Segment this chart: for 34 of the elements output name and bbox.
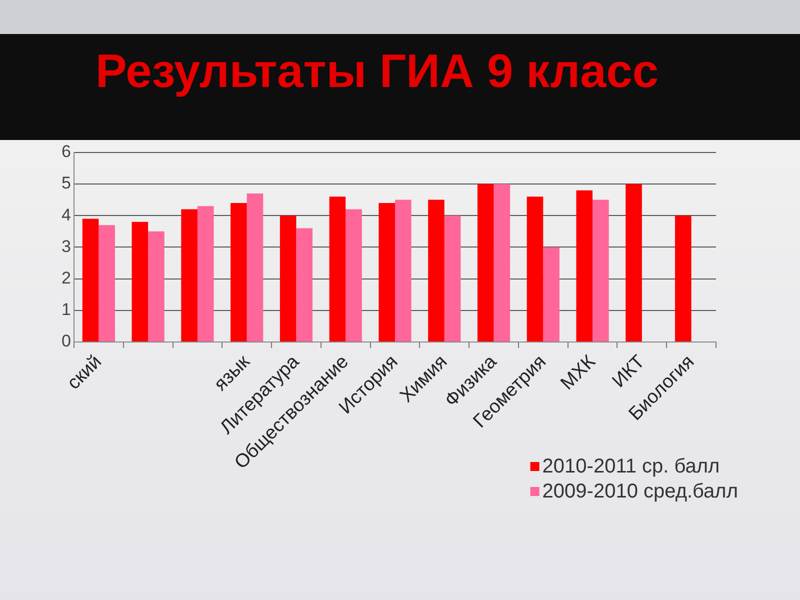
bar [82,218,99,342]
bar [626,184,642,342]
bar [428,200,444,342]
bar [675,216,692,342]
bar [592,200,609,342]
bar [148,231,164,342]
legend-label: 2009-2010 сред.балл [542,480,738,503]
y-tick-label: 0 [62,332,71,351]
y-tick-label: 3 [62,236,71,256]
bar [280,216,296,342]
y-tick-label: 1 [62,300,71,320]
y-tick-label: 5 [62,174,71,193]
bar [477,184,494,342]
y-tick-label: 4 [62,205,71,224]
bar [378,202,395,342]
bar [98,225,115,342]
chart-title: Результаты ГИА 9 класс [95,44,659,98]
bar [543,247,560,342]
legend-label: 2010-2011 ср. балл [542,456,720,478]
bar [197,206,214,342]
bar [346,209,362,342]
bar [230,202,247,342]
bar [246,193,264,342]
y-tick-label: 2 [62,268,71,288]
bar [444,216,461,342]
bar [576,190,593,342]
bar [526,196,544,342]
bar [296,228,313,342]
bar [132,222,148,342]
bar [494,184,510,342]
bar [395,200,412,342]
bar [329,196,346,342]
bar [181,209,198,342]
y-tick-label: 6 [62,142,71,162]
